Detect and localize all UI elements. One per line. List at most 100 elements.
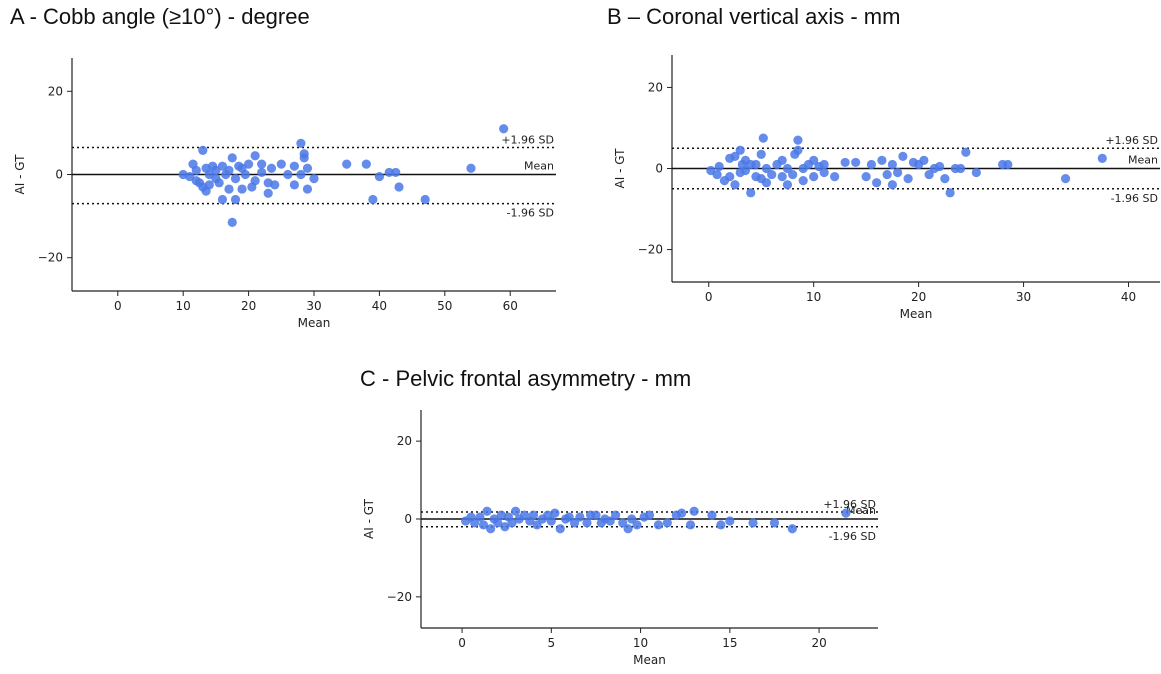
data-point — [662, 518, 672, 528]
x-tick-label: 60 — [503, 299, 518, 313]
data-point — [761, 178, 772, 188]
data-point — [546, 516, 556, 526]
data-point — [653, 520, 664, 530]
x-axis-label: Mean — [298, 316, 331, 330]
data-point — [550, 508, 560, 518]
data-point — [204, 180, 214, 190]
data-point — [809, 155, 819, 165]
panel-a-title: A - Cobb angle (≥10°) - degree — [10, 4, 310, 29]
data-point — [493, 518, 503, 528]
y-axis-label: AI - GT — [362, 498, 376, 539]
data-point — [482, 506, 492, 516]
data-point — [787, 524, 797, 534]
data-point — [499, 124, 509, 134]
data-point — [707, 510, 717, 520]
data-point — [644, 510, 655, 520]
data-point — [632, 520, 642, 530]
data-point — [309, 174, 319, 184]
panel-c-title: C - Pelvic frontal asymmetry - mm — [360, 366, 692, 391]
data-point — [257, 159, 267, 169]
data-point — [478, 520, 489, 530]
data-point — [872, 178, 882, 188]
mean-label: Mean — [524, 160, 554, 173]
data-point — [730, 180, 740, 190]
y-tick-label: 20 — [48, 84, 63, 98]
data-point — [289, 180, 299, 190]
data-point — [237, 184, 247, 194]
data-point — [299, 153, 309, 163]
data-point — [496, 510, 506, 520]
data-point — [887, 159, 897, 170]
data-point — [819, 167, 829, 178]
data-point — [224, 165, 234, 175]
data-point — [302, 163, 313, 173]
data-point — [257, 167, 267, 178]
lower-loa-label: -1.96 SD — [1111, 192, 1158, 205]
data-point — [519, 510, 530, 520]
data-point — [877, 155, 887, 165]
data-point — [961, 147, 971, 157]
data-point — [777, 172, 787, 182]
data-point — [591, 510, 601, 520]
data-point — [342, 159, 352, 169]
data-point — [777, 155, 787, 165]
data-point — [714, 161, 724, 172]
data-point — [276, 159, 286, 169]
data-point — [725, 172, 735, 182]
upper-loa-label: +1.96 SD — [1105, 134, 1158, 147]
x-tick-label: 10 — [806, 290, 821, 304]
data-point — [217, 161, 228, 171]
data-point — [623, 524, 633, 534]
data-point — [746, 188, 756, 198]
data-point — [677, 508, 687, 518]
data-point — [798, 176, 808, 186]
x-tick-label: 0 — [705, 290, 713, 304]
data-point — [887, 180, 897, 190]
data-point — [882, 169, 892, 180]
data-point — [761, 163, 772, 174]
data-point — [903, 174, 913, 184]
data-point — [618, 518, 628, 528]
data-point — [511, 506, 521, 516]
data-point — [725, 516, 735, 526]
data-point — [214, 178, 224, 188]
data-point — [861, 172, 871, 182]
data-point — [716, 520, 726, 530]
data-point — [898, 151, 908, 161]
data-point — [466, 163, 476, 173]
x-axis-label: Mean — [633, 653, 666, 667]
x-tick-label: 40 — [1121, 290, 1136, 304]
data-point — [893, 167, 903, 178]
y-tick-label: 0 — [404, 512, 412, 526]
data-point — [532, 520, 542, 530]
data-point — [528, 510, 539, 520]
data-point — [361, 159, 371, 169]
lower-loa-label: -1.96 SD — [507, 207, 554, 220]
mean-label: Mean — [1128, 154, 1158, 167]
data-point — [971, 167, 981, 178]
data-point — [243, 159, 254, 169]
data-point — [582, 518, 592, 528]
data-point — [302, 184, 313, 194]
data-point — [840, 157, 850, 168]
data-point — [191, 165, 201, 175]
y-axis-label: AI - GT — [13, 154, 27, 195]
mean-label: Mean — [846, 504, 876, 517]
data-point — [1060, 174, 1071, 184]
data-point — [730, 151, 740, 161]
data-point — [420, 194, 430, 205]
upper-loa-label: +1.96 SD — [823, 498, 876, 511]
data-point — [712, 169, 722, 180]
data-point — [374, 171, 385, 182]
data-point — [384, 167, 394, 178]
x-tick-label: 20 — [811, 636, 826, 650]
data-point — [735, 145, 745, 155]
x-axis-label: Mean — [900, 307, 933, 321]
data-point — [956, 163, 966, 174]
y-tick-label: 20 — [648, 80, 663, 94]
x-tick-label: 20 — [241, 299, 256, 313]
data-point — [782, 163, 793, 174]
data-point — [500, 522, 510, 532]
